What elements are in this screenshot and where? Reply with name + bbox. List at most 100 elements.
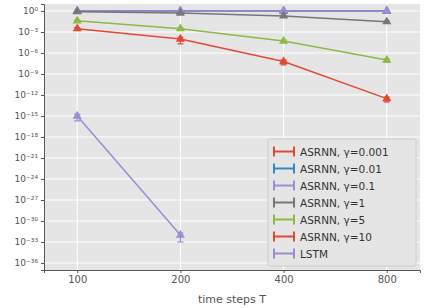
marker [176, 23, 185, 31]
tick-mark [77, 270, 78, 273]
marker [73, 6, 82, 14]
marker [176, 230, 185, 238]
tick-mark [41, 74, 44, 75]
tick-mark [41, 53, 44, 54]
tick-mark [387, 270, 388, 273]
tick: 10⁻⁶ [18, 48, 44, 58]
legend-swatch [273, 164, 275, 174]
tick-mark [41, 200, 44, 201]
line [77, 116, 180, 235]
x-axis: 100 200 400 800 [45, 270, 421, 285]
legend-label: ASRNN, γ=5 [300, 214, 365, 226]
series [73, 23, 392, 102]
legend-item: LSTM [274, 248, 328, 260]
legend-swatch [274, 185, 294, 187]
chart: 100 200 400 800 10⁰ 10⁻³ 10⁻⁶ 10⁻⁹ 10⁻¹² 10⁻¹⁵ 10⁻… [0, 0, 430, 308]
tick: 10⁻¹² [15, 90, 44, 100]
tick-mark [180, 270, 181, 273]
series [73, 16, 392, 63]
series-group [73, 6, 392, 242]
marker [73, 6, 82, 14]
tick-label: 10⁻⁶ [18, 48, 38, 58]
tick-label: 10⁻¹⁵ [15, 111, 39, 121]
tick-mark [41, 95, 44, 96]
line [77, 12, 387, 22]
series [73, 6, 392, 24]
line [77, 10, 387, 12]
series [73, 111, 185, 242]
grid [44, 4, 420, 270]
marker [176, 8, 185, 16]
line [77, 10, 387, 12]
tick-label: 10⁻³⁶ [15, 258, 39, 268]
tick-mark [41, 116, 44, 117]
marker [73, 16, 82, 24]
tick-mark [41, 242, 44, 243]
marker [279, 56, 288, 64]
grid-line [44, 137, 420, 138]
error-bar-cap [281, 64, 287, 65]
legend-label: ASRNN, γ=0.001 [300, 146, 389, 158]
legend-label: ASRNN, γ=0.01 [300, 163, 382, 175]
legend-swatch [273, 215, 275, 225]
tick-label: 10⁻³ [18, 27, 38, 37]
line [77, 21, 387, 60]
tick: 10⁻⁹ [18, 69, 44, 79]
legend: ASRNN, γ=0.001 ASRNN, γ=0.01 ASRNN, γ=0.1 A… [268, 139, 416, 266]
legend-swatch [293, 232, 295, 242]
tick-label: 10⁻²⁷ [15, 195, 39, 205]
tick-label: 800 [378, 274, 397, 285]
legend-swatch [293, 198, 295, 208]
legend-swatch [274, 253, 294, 255]
tick: 10⁻¹⁸ [15, 132, 44, 142]
legend-swatch [273, 232, 275, 242]
axis-line [41, 5, 45, 271]
tick: 10⁻³ [18, 27, 44, 37]
legend-label: ASRNN, γ=10 [300, 231, 372, 243]
tick-label: 100 [68, 274, 87, 285]
legend-swatch [293, 215, 295, 225]
tick: 10⁻²⁷ [15, 195, 44, 205]
legend-swatch [273, 249, 275, 259]
tick: 10⁻²¹ [15, 153, 44, 163]
marker [382, 6, 391, 14]
error-bar-cap [177, 43, 183, 44]
tick-mark [284, 270, 285, 273]
tick-label: 400 [275, 274, 294, 285]
legend-swatch [273, 198, 275, 208]
marker [73, 23, 82, 31]
marker [73, 111, 82, 119]
tick-mark [41, 263, 44, 264]
marker [279, 11, 288, 19]
legend-box [268, 139, 416, 266]
y-axis: 10⁰10⁻³10⁻⁶10⁻⁹10⁻¹²10⁻¹⁵10⁻¹⁸10⁻²¹10⁻²⁴… [15, 5, 45, 271]
tick: 10⁰ [23, 6, 44, 16]
legend-item: ASRNN, γ=5 [274, 214, 365, 226]
legend-swatch [273, 181, 275, 191]
marker [73, 6, 82, 14]
plot-background [44, 4, 420, 270]
tick-label: 10⁻²¹ [15, 153, 39, 163]
tick: 800 [378, 270, 397, 285]
tick-label: 10⁻³³ [15, 237, 39, 247]
legend-swatch [293, 147, 295, 157]
tick-mark [41, 11, 44, 12]
legend-swatch [274, 151, 294, 153]
legend-swatch [293, 249, 295, 259]
grid-line [44, 116, 420, 117]
tick: 10⁻¹⁵ [15, 111, 44, 121]
tick-mark [41, 221, 44, 222]
tick-label: 10⁰ [23, 6, 38, 16]
tick-label: 200 [171, 274, 190, 285]
legend-item: ASRNN, γ=0.01 [274, 163, 382, 175]
grid-line [44, 95, 420, 96]
marker [176, 34, 185, 42]
legend-item: ASRNN, γ=0.1 [274, 180, 375, 192]
grid-line [44, 53, 420, 54]
legend-swatch [293, 164, 295, 174]
legend-item: ASRNN, γ=0.001 [274, 146, 389, 158]
axis-line [45, 271, 421, 274]
tick-label: 10⁻³⁰ [15, 216, 39, 226]
legend-item: ASRNN, γ=10 [274, 231, 372, 243]
marker [382, 16, 391, 24]
